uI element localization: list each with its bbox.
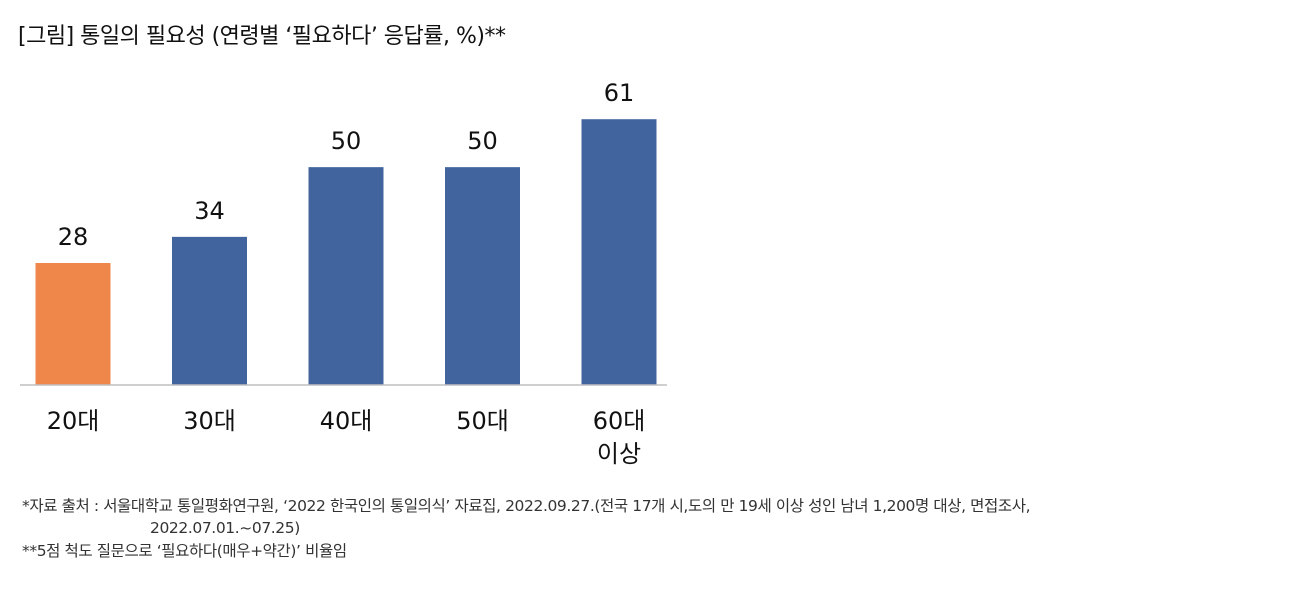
category-label-4-1: 이상: [597, 440, 641, 468]
category-label-4-0: 60대: [593, 407, 646, 435]
bar-2: [308, 167, 384, 385]
data-label-2: 50: [331, 127, 362, 155]
footnote: **5점 척도 질문으로 ‘필요하다(매우+약간)’ 비율임: [22, 541, 347, 560]
bar-4: [581, 119, 657, 385]
source-note: *자료 출처 : 서울대학교 통일평화연구원, ‘2022 한국인의 통일의식’…: [22, 497, 1031, 515]
source-note-continued: 2022.07.01.~07.25): [150, 519, 300, 538]
category-label-1: 30대: [183, 407, 236, 435]
category-label-2: 40대: [320, 407, 373, 435]
data-label-0: 28: [58, 223, 89, 251]
category-label-3: 50대: [456, 407, 509, 435]
data-label-1: 34: [194, 197, 225, 225]
bar-1: [172, 236, 247, 385]
chart-notes: *자료 출처 : 서울대학교 통일평화연구원, ‘2022 한국인의 통일의식’…: [22, 495, 1031, 562]
data-label-3: 50: [467, 127, 498, 155]
bar-0: [35, 263, 111, 385]
chart-title: [그림] 통일의 필요성 (연령별 ‘필요하다’ 응답률, %)**: [18, 24, 506, 49]
bar-3: [445, 167, 520, 385]
data-label-4: 61: [604, 79, 635, 107]
category-label-0: 20대: [47, 407, 100, 435]
